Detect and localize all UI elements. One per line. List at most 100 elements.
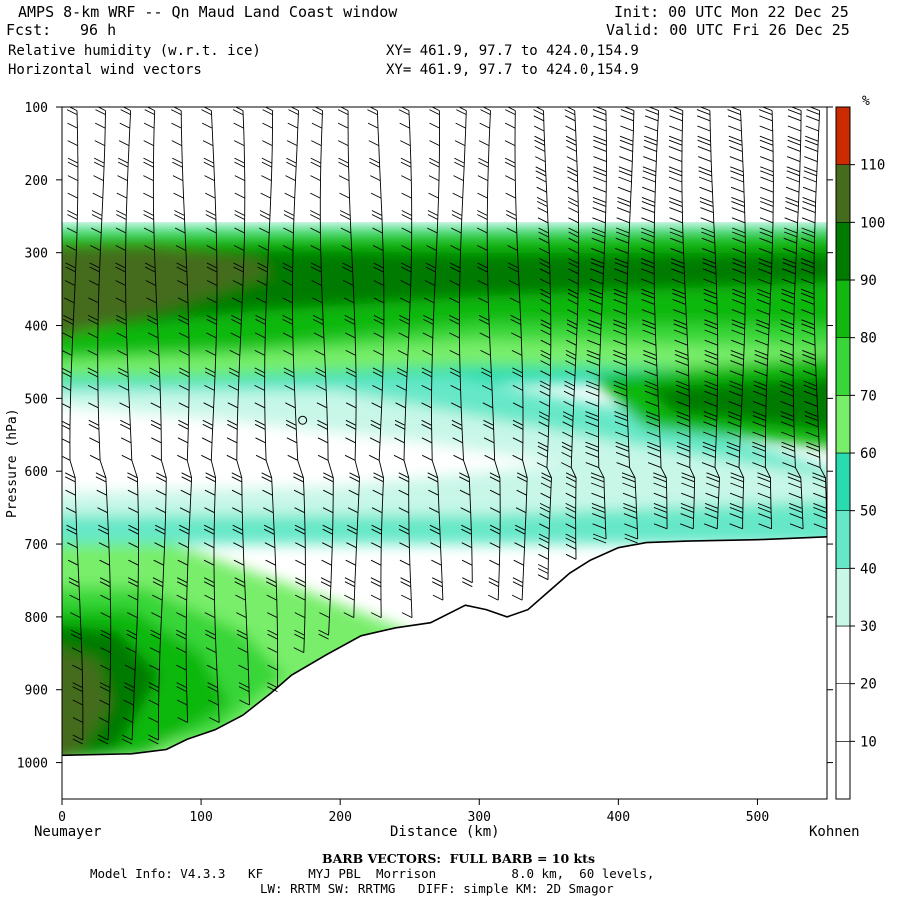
wind-barb-column [367, 107, 385, 619]
model-info-line2: LW: RRTM SW: RRTMG DIFF: simple KM: 2D S… [260, 881, 614, 896]
wind-barb-shaft [264, 110, 279, 688]
y-tick-label: 100 [25, 101, 48, 116]
colorbar-label: 50 [860, 504, 877, 520]
colorbar-segment [835, 337, 851, 396]
wind-barb-flags [449, 107, 473, 588]
wind-barb-column [170, 107, 193, 723]
y-tick-label: 900 [25, 684, 48, 699]
wind-barb-flags [282, 107, 306, 654]
fcst-value: 96 h [80, 21, 117, 39]
y-tick-label: 400 [25, 320, 48, 335]
wind-barb-shaft [681, 110, 696, 529]
colorbar-segment [835, 510, 851, 569]
colorbar-label: 80 [860, 331, 877, 347]
terrain-mask [62, 536, 827, 799]
colorbar-unit: % [862, 94, 870, 109]
wind-barb-column [533, 107, 552, 581]
wind-barb-column [226, 107, 250, 706]
wind-barb-column [504, 107, 528, 601]
colorbar-segment [835, 395, 851, 454]
wind-barb-flags [143, 107, 167, 745]
colorbar-segment [835, 568, 851, 627]
wind-barb-column [780, 107, 804, 530]
plot-frame [61, 106, 828, 800]
xy1-label: XY= 461.9, 97.7 to 424.0,154.9 [386, 43, 639, 59]
wind-barb-flags [367, 107, 385, 619]
y-tick-label: 200 [25, 174, 48, 189]
wind-barb-flags [613, 107, 638, 544]
calm-wind-circle [298, 415, 308, 425]
fcst-label: Fcst: [6, 21, 52, 39]
colorbar-label: 30 [860, 619, 877, 635]
wind-barb-column [421, 107, 444, 601]
wind-barb-shaft [709, 110, 720, 529]
colorbar-label: 70 [860, 388, 877, 404]
wind-barb-flags [337, 107, 360, 619]
wind-barb-column [668, 107, 696, 530]
colorbar-segment [835, 741, 851, 800]
wind-barb-flags [421, 107, 444, 601]
x-tick-label: 300 [468, 810, 491, 825]
wind-barb-flags [752, 107, 774, 530]
wind-barb-flags [640, 107, 668, 530]
wind-barb-flags [780, 107, 804, 530]
y-tick-label: 800 [25, 611, 48, 626]
wind-barb-flags [533, 107, 552, 581]
wind-barb-shaft [792, 110, 804, 529]
x-tick-label: 400 [607, 810, 630, 825]
colorbar-label: 60 [860, 446, 877, 462]
terrain-surface-line [62, 536, 827, 757]
wind-barb-column [640, 107, 668, 530]
x-tick-label: 500 [746, 810, 769, 825]
x-tick-label: 200 [328, 810, 351, 825]
xy2-label: XY= 461.9, 97.7 to 424.0,154.9 [386, 62, 639, 78]
colorbar-label: 10 [860, 734, 877, 750]
wind-barb-flags [800, 107, 827, 530]
wind-barb-column [310, 107, 334, 640]
wind-barb-shaft [292, 110, 306, 653]
wind-barb-column [337, 107, 360, 619]
wind-barb-flags [561, 107, 579, 560]
wind-barb-flags [226, 107, 250, 706]
wind-barb-flags [476, 107, 501, 601]
wind-barb-shaft [403, 110, 413, 618]
wind-barb-shaft [376, 110, 385, 618]
colorbar-label: 20 [860, 677, 877, 693]
colorbar-segment [835, 279, 851, 338]
rh-band-100-lower [62, 650, 111, 759]
y-tick-label: 600 [25, 465, 48, 480]
rh-band-100-upper [62, 245, 271, 337]
colorbar-label: 100 [860, 215, 885, 231]
wind-barb-flags [585, 107, 607, 544]
wind-barb-shaft [813, 110, 827, 529]
colorbar-segment [835, 625, 851, 684]
colorbar-label: 110 [860, 158, 885, 174]
wind-barb-column [752, 107, 774, 530]
wind-barb-column [800, 107, 827, 530]
colorbar-segment [835, 164, 851, 223]
wind-barb-flags [725, 107, 746, 530]
wind-barb-column [282, 107, 306, 654]
colorbar-segment [835, 452, 851, 511]
rh-upper-dry [62, 107, 827, 223]
wind-barb-shaft [738, 110, 746, 529]
wind-barb-column [613, 107, 639, 544]
wind-barb-column [585, 107, 607, 544]
wind-barb-column [393, 107, 413, 619]
wind-barb-column [201, 107, 220, 723]
wind-barb-column [87, 107, 112, 745]
wind-barb-shaft [653, 110, 668, 529]
x-axis-label: Distance (km) [390, 824, 500, 840]
wind-barb-shaft [180, 110, 193, 723]
wind-barb-flags [170, 107, 192, 723]
wind-barb-column [143, 107, 167, 745]
wind-barb-flags [696, 107, 720, 530]
wind-barb-flags [504, 107, 528, 601]
rh-band-90-kohnen [646, 377, 827, 430]
wind-barb-column [696, 107, 720, 530]
y-tick-label: 1000 [17, 757, 48, 772]
colorbar-segment [835, 106, 851, 165]
valid-time: Valid: 00 UTC Fri 26 Dec 25 [606, 21, 850, 39]
x-end-label: Kohnen [809, 824, 860, 840]
